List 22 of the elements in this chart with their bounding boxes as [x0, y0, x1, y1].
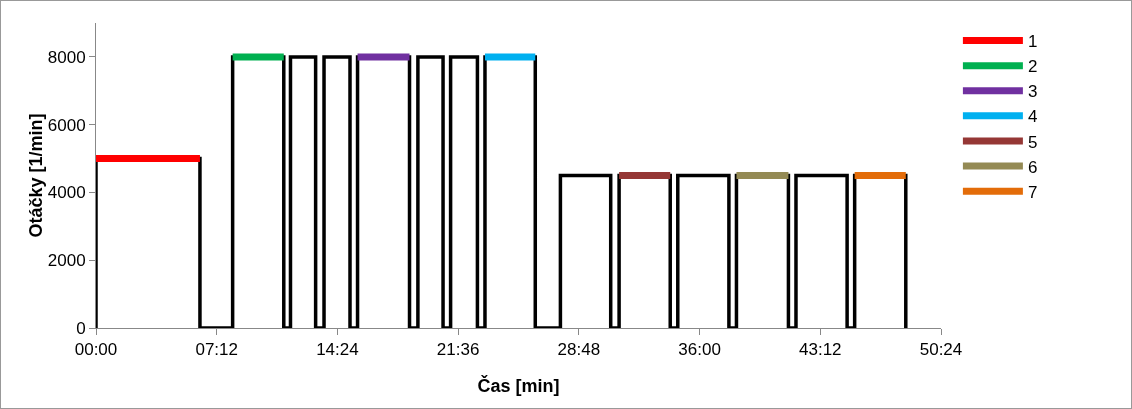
y-tick-label: 2000 [47, 251, 86, 271]
legend-label: 2 [1027, 57, 1038, 77]
x-tick-label: 50:24 [919, 340, 963, 360]
y-tick-label: 8000 [47, 47, 86, 67]
y-tick-label: 4000 [47, 183, 86, 203]
x-tick-label: 00:00 [74, 340, 118, 360]
legend-label: 3 [1027, 82, 1038, 102]
legend-label: 4 [1027, 107, 1038, 127]
x-tick-label: 36:00 [678, 340, 721, 360]
legend-label: 6 [1027, 157, 1038, 177]
y-tick-label: 0 [76, 318, 86, 338]
x-tick-label: 43:12 [799, 340, 842, 360]
legend-label: 7 [1027, 182, 1038, 202]
x-tick-label: 07:12 [195, 340, 238, 360]
x-tick-label: 21:36 [436, 340, 480, 360]
y-tick-label: 6000 [47, 115, 86, 135]
x-tick-label: 28:48 [557, 340, 601, 360]
legend-label: 1 [1027, 32, 1038, 52]
legend-label: 5 [1027, 132, 1038, 152]
y-axis-title: Otáčky [1/min] [25, 113, 46, 238]
x-tick-label: 14:24 [316, 340, 359, 360]
x-axis-title: Čas [min] [477, 375, 560, 396]
